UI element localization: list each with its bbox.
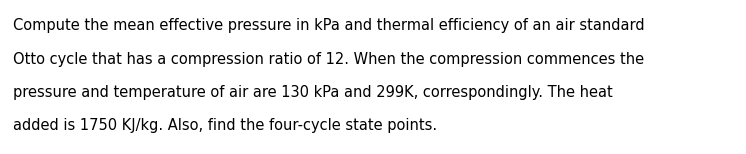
Text: pressure and temperature of air are 130 kPa and 299K, correspondingly. The heat: pressure and temperature of air are 130 … — [13, 85, 613, 100]
Text: Otto cycle that has a compression ratio of 12. When the compression commences th: Otto cycle that has a compression ratio … — [13, 52, 645, 67]
Text: added is 1750 KJ/kg. Also, find the four-cycle state points.: added is 1750 KJ/kg. Also, find the four… — [13, 118, 438, 133]
Text: Compute the mean effective pressure in kPa and thermal efficiency of an air stan: Compute the mean effective pressure in k… — [13, 18, 645, 33]
